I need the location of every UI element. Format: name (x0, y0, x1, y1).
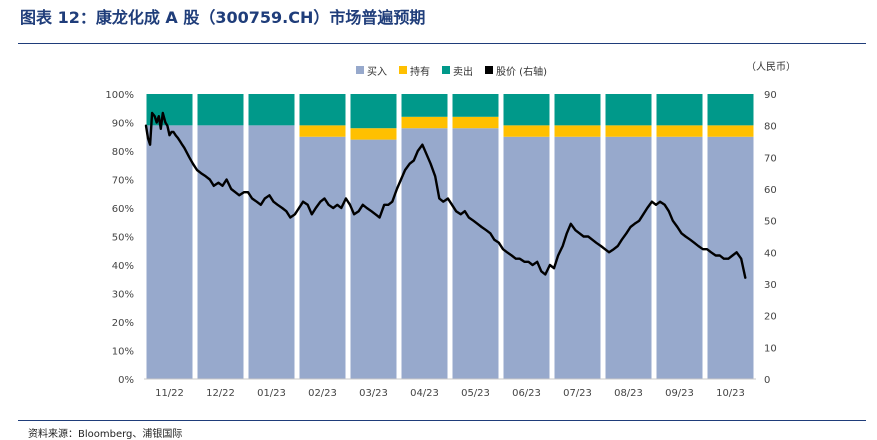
y-right-tick-20: 20 (764, 312, 777, 323)
y-left-tick-0: 0% (118, 375, 134, 386)
y-left-tick-30: 30% (112, 290, 134, 301)
legend-swatch-buy (356, 66, 364, 74)
chart-title: 图表 12：康龙化成 A 股（300759.CH）市场普遍预期 (20, 8, 426, 27)
legend-swatch-price (485, 66, 493, 74)
bar-hold-5 (401, 116, 448, 129)
y-right-tick-80: 80 (764, 122, 777, 133)
bar-sell-9 (605, 94, 652, 126)
bar-buy-6 (452, 128, 499, 379)
legend-item-price: 股价 (右轴) (485, 63, 547, 78)
y-left-tick-60: 60% (112, 204, 134, 215)
legend-item-hold: 持有 (399, 63, 430, 78)
y-left-tick-40: 40% (112, 261, 134, 272)
x-tick-label-9: 08/23 (614, 388, 643, 399)
bar-buy-7 (503, 136, 550, 379)
bar-sell-0 (146, 94, 193, 126)
x-tick-label-4: 03/23 (359, 388, 388, 399)
bar-buy-5 (401, 128, 448, 379)
bar-sell-5 (401, 94, 448, 117)
x-tick-label-5: 04/23 (410, 388, 439, 399)
x-tick-label-0: 11/22 (155, 388, 184, 399)
x-tick-label-10: 09/23 (665, 388, 694, 399)
bar-buy-0 (146, 125, 193, 379)
bar-buy-1 (197, 125, 244, 379)
legend-item-buy: 买入 (356, 63, 387, 78)
bar-hold-11 (707, 125, 754, 137)
bar-sell-7 (503, 94, 550, 126)
bar-buy-8 (554, 136, 601, 379)
legend-item-sell: 卖出 (442, 63, 473, 78)
bar-buy-4 (350, 139, 397, 379)
bar-sell-11 (707, 94, 754, 126)
bar-buy-2 (248, 125, 295, 379)
source-note: 资料来源：Bloomberg、浦银国际 (28, 429, 183, 440)
legend: 买入 持有 卖出 股价 (右轴) (356, 63, 547, 78)
right-axis-unit: （人民币） (746, 62, 796, 73)
x-tick-label-1: 12/22 (206, 388, 235, 399)
bar-sell-3 (299, 94, 346, 126)
bar-sell-8 (554, 94, 601, 126)
y-left-tick-90: 90% (112, 119, 134, 130)
x-tick-label-7: 06/23 (512, 388, 541, 399)
y-left-tick-50: 50% (112, 233, 134, 244)
y-right-tick-60: 60 (764, 185, 777, 196)
y-left-tick-100: 100% (105, 90, 134, 101)
x-tick-label-6: 05/23 (461, 388, 490, 399)
bar-hold-4 (350, 128, 397, 140)
y-right-tick-10: 10 (764, 343, 777, 354)
footer-divider (18, 420, 866, 421)
y-right-tick-70: 70 (764, 153, 777, 164)
bar-sell-4 (350, 94, 397, 129)
bar-sell-2 (248, 94, 295, 126)
price-line (144, 111, 747, 279)
y-right-tick-50: 50 (764, 217, 777, 228)
legend-label-buy: 买入 (367, 66, 387, 78)
bar-buy-10 (656, 136, 703, 379)
y-right-tick-40: 40 (764, 248, 777, 259)
x-tick-label-2: 01/23 (257, 388, 286, 399)
x-tick-label-11: 10/23 (716, 388, 745, 399)
y-right-tick-30: 30 (764, 280, 777, 291)
bar-sell-1 (197, 94, 244, 126)
legend-label-price: 股价 (右轴) (496, 66, 547, 78)
bar-hold-8 (554, 125, 601, 137)
bar-sell-6 (452, 94, 499, 117)
bar-hold-10 (656, 125, 703, 137)
bar-buy-3 (299, 136, 346, 379)
y-right-tick-0: 0 (764, 375, 770, 386)
title-divider (18, 43, 866, 44)
bar-hold-7 (503, 125, 550, 137)
legend-swatch-hold (399, 66, 407, 74)
legend-label-hold: 持有 (410, 66, 430, 78)
x-tick-label-3: 02/23 (308, 388, 337, 399)
bar-buy-9 (605, 136, 652, 379)
y-left-tick-70: 70% (112, 176, 134, 187)
x-tick-label-8: 07/23 (563, 388, 592, 399)
bar-hold-9 (605, 125, 652, 137)
bar-sell-10 (656, 94, 703, 126)
y-left-tick-20: 20% (112, 318, 134, 329)
bar-hold-3 (299, 125, 346, 137)
y-right-tick-90: 90 (764, 90, 777, 101)
legend-label-sell: 卖出 (453, 66, 473, 78)
bar-hold-6 (452, 116, 499, 129)
y-left-tick-10: 10% (112, 347, 134, 358)
legend-swatch-sell (442, 66, 450, 74)
y-left-tick-80: 80% (112, 147, 134, 158)
